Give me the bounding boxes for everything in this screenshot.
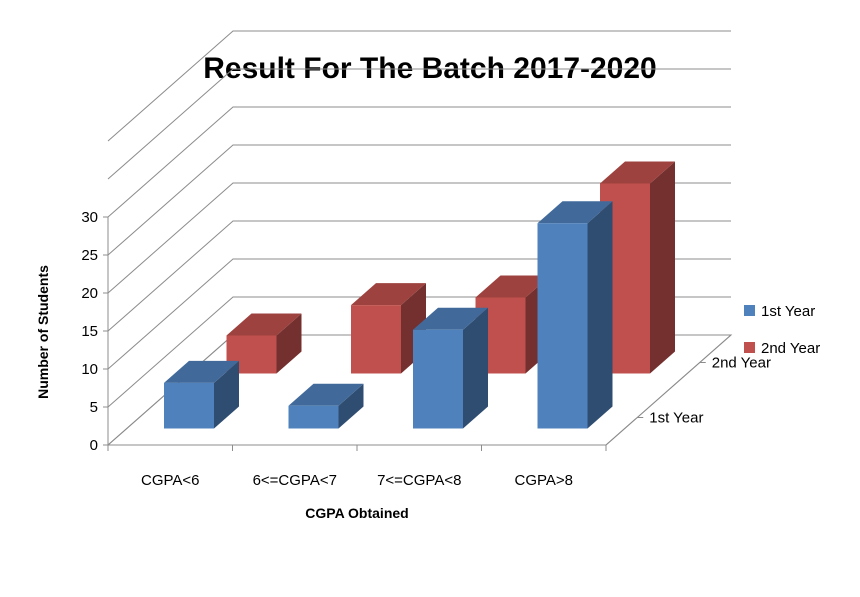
- bar-side: [650, 161, 675, 374]
- y-tick-label: 30: [81, 209, 98, 226]
- y-tick-label: 5: [90, 399, 98, 416]
- depth-axis-line: [605, 334, 732, 446]
- x-tick-label: 7<=CGPA<8: [377, 472, 461, 489]
- y-tick-label: 0: [90, 437, 98, 454]
- gridline: [107, 68, 731, 180]
- bar: [288, 383, 364, 429]
- gridline: [107, 30, 731, 142]
- y-tick-label: 20: [81, 285, 98, 302]
- x-axis-ticks: CGPA<6 6<=CGPA<7 7<=CGPA<8 CGPA>8: [107, 444, 607, 489]
- y-axis-ticks: 0 5 10 15 20 25 30: [81, 209, 109, 454]
- bar-top: [164, 360, 239, 383]
- legend: 1st Year 2nd Year: [744, 303, 820, 357]
- bar-side: [214, 360, 239, 429]
- depth-tick-label: 1st Year: [649, 410, 703, 427]
- bar-front: [537, 223, 588, 429]
- bar: [164, 360, 239, 429]
- legend-swatch: [744, 342, 755, 353]
- depth-tick-label: 2nd Year: [712, 355, 771, 372]
- x-tick-label: CGPA<6: [141, 472, 200, 489]
- y-tick-label: 10: [81, 361, 98, 378]
- bar-side: [276, 313, 302, 374]
- bar-side: [338, 383, 364, 429]
- y-axis-title: Number of Students: [35, 265, 51, 399]
- bar-top: [351, 283, 426, 306]
- x-tick-label: 6<=CGPA<7: [253, 472, 337, 489]
- bar-side: [463, 307, 488, 429]
- gridline: [107, 144, 731, 256]
- depth-axis-ticks: 1st Year 2nd Year: [605, 334, 771, 446]
- x-axis-title: CGPA Obtained: [305, 505, 408, 521]
- bar-top: [475, 275, 551, 298]
- legend-label: 1st Year: [761, 303, 815, 320]
- bar-top: [537, 201, 613, 224]
- y-tick-label: 25: [81, 247, 98, 264]
- x-tick-label: CGPA>8: [515, 472, 574, 489]
- gridline: [107, 182, 731, 294]
- bar-side: [587, 201, 613, 429]
- bar-top: [413, 307, 488, 330]
- bar: [413, 307, 488, 429]
- bar-front: [413, 329, 463, 429]
- legend-label: 2nd Year: [761, 340, 820, 357]
- bar-top: [226, 313, 302, 336]
- bar-front: [288, 405, 339, 429]
- y-tick-label: 15: [81, 323, 98, 340]
- bars: [164, 161, 675, 429]
- gridline: [107, 106, 731, 218]
- bar-top: [288, 383, 364, 406]
- legend-swatch: [744, 305, 755, 316]
- bar: [537, 201, 613, 429]
- bar-top: [600, 161, 675, 184]
- bar-front: [351, 305, 401, 374]
- bar-front: [164, 382, 214, 429]
